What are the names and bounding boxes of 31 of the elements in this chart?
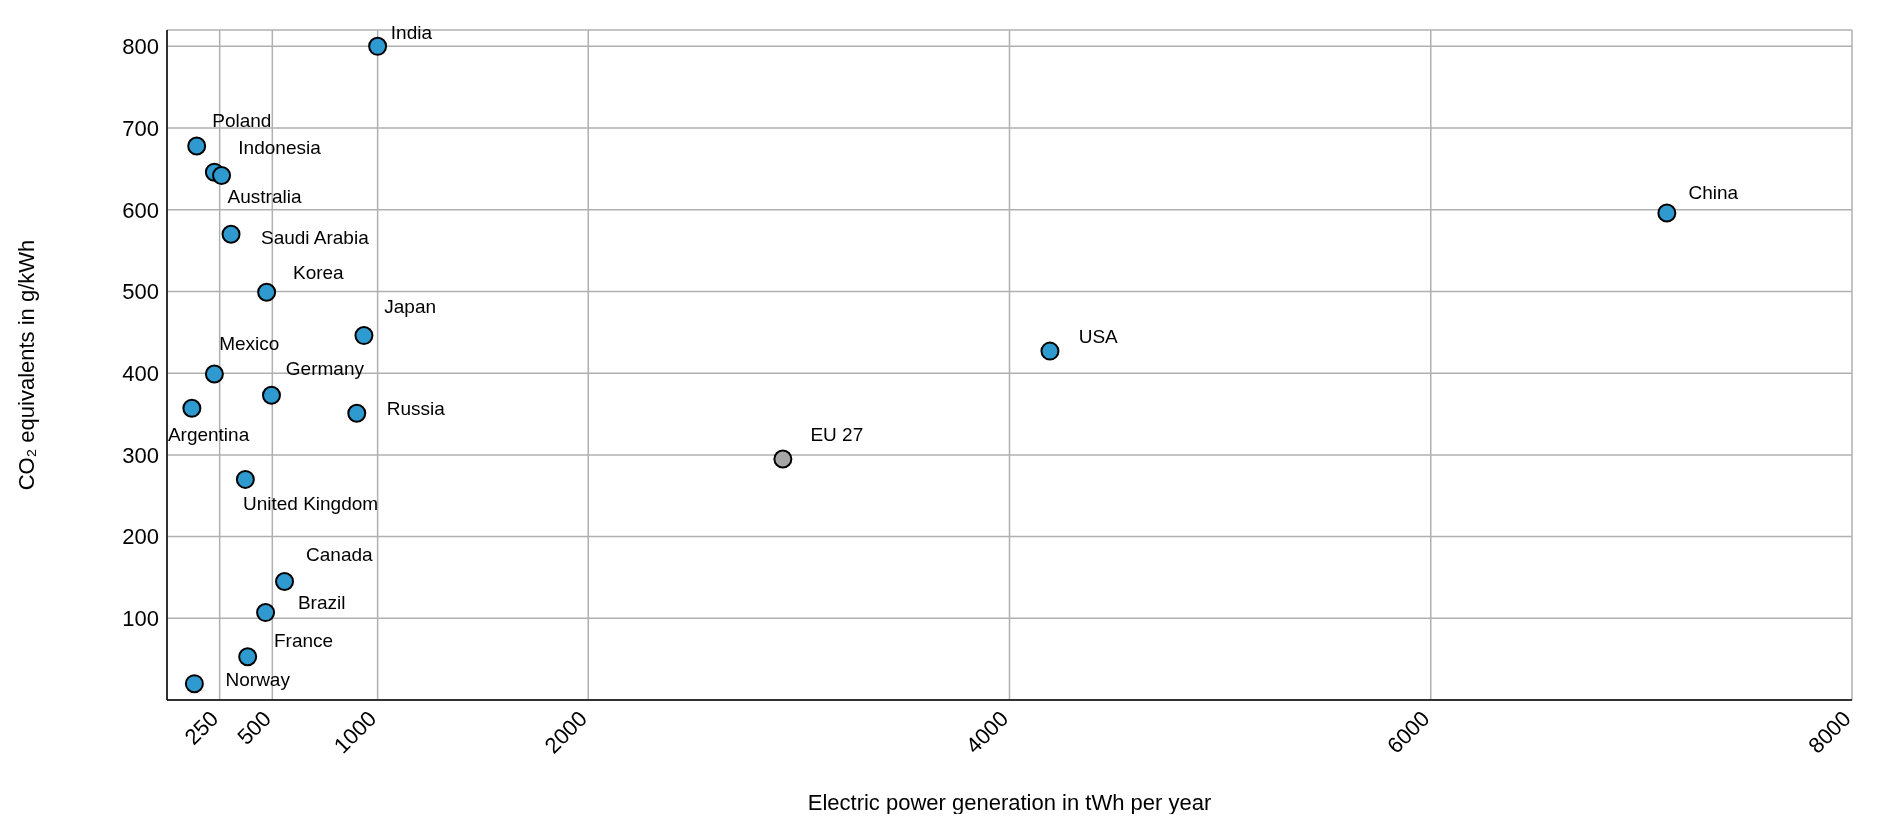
y-tick-label: 100: [122, 606, 159, 632]
annotation: Brazil: [297, 592, 346, 614]
annotation: Indonesia: [238, 137, 322, 159]
annotation: Poland: [212, 110, 272, 132]
x-tick-label: 250: [179, 705, 224, 750]
x-axis-title: Electric power generation in tWh per year: [807, 790, 1212, 815]
annotation: EU 27: [810, 424, 864, 446]
annotation: India: [390, 22, 433, 44]
y-tick-label: 200: [122, 524, 159, 550]
annotation: Australia: [227, 186, 302, 208]
annotation: Russia: [386, 397, 446, 419]
annotation: Korea: [292, 262, 345, 284]
annotation: China: [1688, 181, 1739, 203]
y-tick-label: 700: [122, 115, 159, 141]
y-tick-label: 800: [122, 34, 159, 60]
annotation: Norway: [225, 669, 291, 691]
y-tick-label: 400: [122, 360, 159, 386]
annotation: Saudi Arabia: [260, 227, 370, 249]
annotation: Mexico: [219, 333, 280, 355]
y-tick-label: 600: [122, 197, 159, 223]
y-tick-label: 300: [122, 442, 159, 468]
y-axis-title: CO₂ equivalents in g/kWh: [13, 239, 39, 491]
annotation: Japan: [384, 296, 437, 318]
annotation: Canada: [306, 544, 374, 566]
y-tick-label: 500: [122, 279, 159, 305]
annotation: Germany: [285, 358, 365, 380]
annotation: United Kingdom: [242, 492, 379, 514]
annotation: Argentina: [167, 423, 250, 445]
annotation: France: [274, 630, 334, 652]
x-tick-label: 500: [232, 705, 276, 750]
annotation: USA: [1078, 325, 1119, 347]
